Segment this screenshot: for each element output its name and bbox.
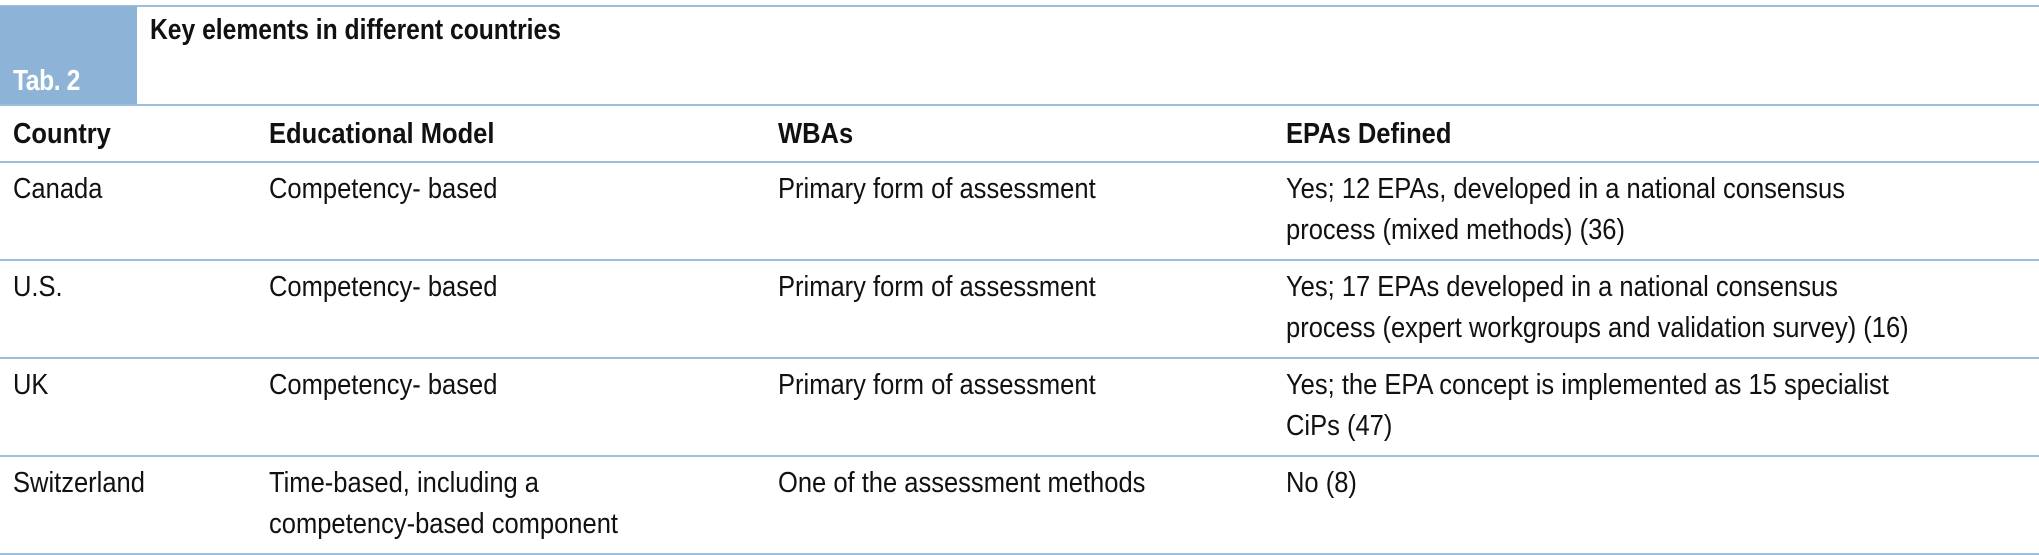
cell-wbas: Primary form of assessment bbox=[765, 259, 1273, 358]
cell-epas-defined-text: No (8) bbox=[1286, 467, 1357, 499]
cell-educational-model-text: Time-based, including a bbox=[269, 467, 539, 499]
header-educational-model: Educational Model bbox=[256, 104, 765, 162]
header-epas-defined: EPAs Defined bbox=[1273, 104, 2039, 162]
cell-wbas: Primary form of assessment bbox=[765, 357, 1273, 456]
cell-epas-defined: Yes; the EPA concept is implemented as 1… bbox=[1273, 357, 2039, 456]
cell-epas-defined: Yes; 17 EPAs developed in a national con… bbox=[1273, 259, 2039, 358]
cell-country-text: Switzerland bbox=[13, 467, 145, 499]
cell-wbas-text: One of the assessment methods bbox=[778, 467, 1146, 499]
cell-epas-defined-text: Yes; 12 EPAs, developed in a national co… bbox=[1286, 173, 1846, 205]
cell-epas-defined: Yes; 12 EPAs, developed in a national co… bbox=[1273, 161, 2039, 260]
table-title: Key elements in different countries bbox=[150, 14, 561, 46]
header-row: Country Educational Model WBAs EPAs Defi… bbox=[0, 104, 2039, 162]
table-row: Canada Competency- based Primary form of a… bbox=[0, 161, 2039, 260]
cell-educational-model: Competency- based bbox=[256, 259, 765, 358]
cell-educational-model: Competency- based bbox=[256, 357, 765, 456]
cell-country: UK bbox=[0, 357, 256, 456]
cell-wbas: Primary form of assessment bbox=[765, 161, 1273, 260]
cell-wbas: One of the assessment methods bbox=[765, 455, 1273, 555]
cell-epas-defined-text: Yes; 17 EPAs developed in a national con… bbox=[1286, 271, 1838, 303]
cell-educational-model: Competency- based bbox=[256, 161, 765, 260]
cell-country-text: U.S. bbox=[13, 271, 63, 303]
cell-country-text: UK bbox=[13, 369, 49, 401]
cell-epas-defined-text: Yes; the EPA concept is implemented as 1… bbox=[1286, 369, 1889, 401]
cell-educational-model: Time-based, including a competency-based … bbox=[256, 455, 765, 555]
table-label: Tab. 2 bbox=[13, 65, 80, 97]
cell-wbas-text: Primary form of assessment bbox=[778, 369, 1096, 401]
cell-epas-defined-text: process (expert workgroups and validatio… bbox=[1286, 312, 1909, 344]
header-country: Country bbox=[0, 104, 256, 162]
cell-wbas-text: Primary form of assessment bbox=[778, 271, 1096, 303]
key-elements-table: Country Educational Model WBAs EPAs Defi… bbox=[0, 104, 2039, 555]
cell-country: Switzerland bbox=[0, 455, 256, 555]
cell-country: U.S. bbox=[0, 259, 256, 358]
cell-wbas-text: Primary form of assessment bbox=[778, 173, 1096, 205]
header-wbas: WBAs bbox=[765, 104, 1273, 162]
table-row: Switzerland Time-based, including a compet… bbox=[0, 455, 2039, 555]
cell-country-text: Canada bbox=[13, 173, 103, 205]
table-row: U.S. Competency- based Primary form of ass… bbox=[0, 259, 2039, 358]
cell-epas-defined-text: CiPs (47) bbox=[1286, 410, 1393, 442]
top-rule bbox=[0, 5, 2039, 7]
cell-educational-model-text: Competency- based bbox=[269, 271, 498, 303]
cell-educational-model-text: Competency- based bbox=[269, 369, 498, 401]
cell-educational-model-text: Competency- based bbox=[269, 173, 498, 205]
cell-epas-defined-text: process (mixed methods) (36) bbox=[1286, 214, 1625, 246]
table-label-box: Tab. 2 bbox=[0, 6, 137, 104]
table-row: UK Competency- based Primary form of asses… bbox=[0, 357, 2039, 456]
cell-country: Canada bbox=[0, 161, 256, 260]
cell-educational-model-text: competency-based component bbox=[269, 508, 618, 540]
cell-epas-defined: No (8) bbox=[1273, 455, 2039, 555]
